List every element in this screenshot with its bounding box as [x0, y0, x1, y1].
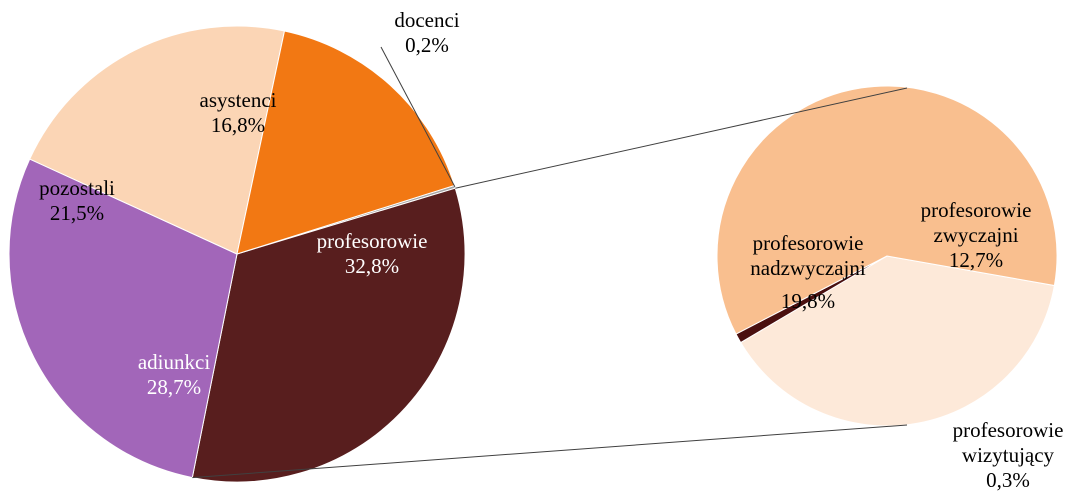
secondary-label-zwyczajni-line-0: profesorowie [921, 198, 1032, 222]
main-slice-asystenci [236, 30, 456, 255]
main-pie [8, 25, 466, 483]
main-label-adiunkci-line-0: adiunkci [138, 350, 210, 374]
main-slice-pozostali [29, 25, 286, 255]
main-label-docenci-line-0: docenci [394, 8, 459, 32]
connector-top [455, 87, 908, 189]
main-label-profesorowie-line-0: profesorowie [317, 229, 428, 253]
secondary-label-nadzwyczajni-line-1: nadzwyczajni [750, 256, 866, 280]
secondary-slice-zwyczajni [740, 255, 1055, 427]
secondary-pie [716, 85, 1058, 427]
main-value-profesorowie: 32,8% [345, 254, 399, 278]
main-value-asystenci: 16,8% [211, 113, 265, 137]
secondary-value-wizytujacy: 0,3% [986, 468, 1030, 492]
connector-lines [192, 46, 908, 479]
main-label-asystenci-line-0: asystenci [200, 88, 277, 112]
main-slice-profesorowie [191, 187, 466, 483]
main-value-adiunkci: 28,7% [147, 375, 201, 399]
secondary-value-nadzwyczajni: 19,8% [781, 289, 835, 313]
secondary-label-wizytujacy-line-1: wizytujący [962, 443, 1055, 467]
secondary-label-zwyczajni-line-1: zwyczajni [933, 223, 1018, 247]
docenci-leader-line [380, 46, 456, 188]
connector-bottom [192, 424, 908, 479]
slice-labels: docenci0,2%profesorowie32,8%adiunkci28,7… [39, 8, 1063, 492]
main-value-docenci: 0,2% [405, 33, 449, 57]
secondary-slice-nadzwyczajni [716, 85, 1058, 335]
secondary-label-wizytujacy-line-0: profesorowie [953, 418, 1064, 442]
secondary-value-zwyczajni: 12,7% [949, 248, 1003, 272]
main-value-pozostali: 21,5% [50, 201, 104, 225]
secondary-label-nadzwyczajni-line-0: profesorowie [753, 231, 864, 255]
main-slice-adiunkci [8, 158, 238, 479]
main-label-pozostali-line-0: pozostali [39, 176, 115, 200]
